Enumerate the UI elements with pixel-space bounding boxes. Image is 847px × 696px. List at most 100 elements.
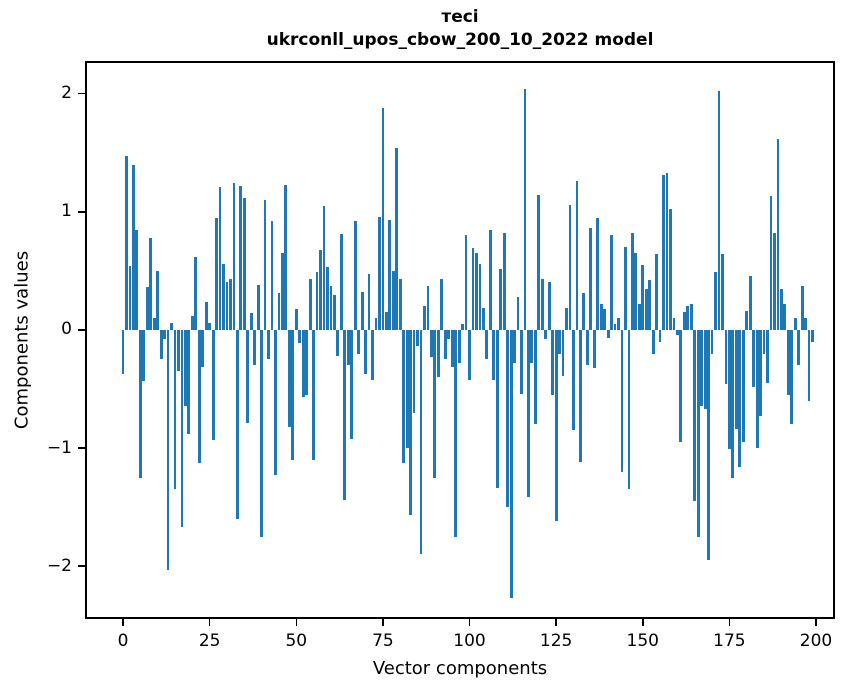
bar	[159, 329, 163, 360]
bar	[769, 196, 773, 330]
bar	[398, 279, 402, 330]
bar	[516, 296, 520, 330]
bar	[180, 329, 184, 528]
bar	[738, 329, 742, 467]
bar	[492, 329, 496, 380]
chart-title-line1: тесі	[441, 7, 479, 27]
bar	[215, 217, 218, 330]
bar	[630, 233, 634, 330]
bar	[232, 183, 236, 330]
bar	[648, 280, 652, 330]
bar	[138, 329, 142, 478]
bar	[800, 286, 804, 330]
bar	[596, 217, 600, 330]
x-tick-label: 125	[539, 631, 573, 651]
y-tick-label: −2	[46, 555, 72, 576]
bar	[384, 312, 388, 330]
bar	[554, 329, 558, 522]
bar	[329, 286, 333, 330]
bar	[163, 329, 166, 340]
bar	[731, 329, 735, 478]
bar	[360, 292, 364, 330]
bar	[454, 329, 458, 537]
bar	[260, 329, 264, 537]
bar	[142, 329, 146, 381]
bar	[357, 329, 361, 354]
bar	[436, 329, 440, 378]
bar	[544, 329, 548, 340]
bar	[610, 235, 613, 330]
bar	[537, 195, 541, 330]
x-tick-label: 0	[117, 631, 129, 651]
bar	[793, 318, 797, 330]
bar	[589, 228, 593, 330]
bar	[457, 329, 461, 364]
bar	[308, 279, 312, 330]
bar	[658, 329, 662, 342]
bar	[762, 329, 766, 354]
bar	[156, 270, 160, 330]
bar	[721, 254, 724, 330]
bar	[533, 329, 537, 425]
bar	[592, 329, 596, 368]
plot-area	[85, 61, 835, 619]
bar	[443, 329, 447, 360]
bar	[565, 307, 568, 330]
bar	[620, 329, 624, 472]
bar	[641, 264, 645, 330]
bar	[246, 329, 250, 424]
bar	[281, 253, 284, 330]
bar	[315, 272, 319, 330]
bar	[807, 329, 811, 401]
x-tick-mark	[642, 619, 644, 626]
y-tick-mark	[78, 329, 85, 331]
bar	[395, 148, 399, 330]
x-tick-mark	[815, 619, 817, 626]
bar	[686, 306, 690, 330]
bar	[468, 329, 471, 380]
bar	[676, 329, 679, 335]
bar	[488, 229, 492, 330]
bar	[326, 267, 329, 330]
bar	[582, 293, 586, 330]
bar	[125, 156, 128, 330]
bar	[679, 329, 683, 443]
bar	[627, 329, 631, 490]
bar	[520, 329, 523, 394]
bar	[242, 197, 246, 330]
y-tick-mark	[78, 447, 85, 449]
bar	[776, 138, 780, 330]
bar	[416, 329, 419, 347]
bar	[727, 329, 731, 450]
chart-title-line2: ukrconll_upos_cbow_200_10_2022 model	[266, 30, 654, 50]
bar	[152, 318, 156, 330]
bar	[572, 329, 575, 431]
bar	[603, 308, 607, 330]
bar	[499, 268, 503, 330]
bar	[509, 329, 513, 599]
bar	[367, 274, 371, 330]
bar	[724, 329, 728, 385]
bar	[599, 303, 603, 330]
bar	[305, 329, 309, 395]
bar	[277, 293, 281, 330]
bar	[239, 185, 243, 330]
bar	[755, 329, 759, 449]
bar	[256, 285, 260, 330]
bar	[197, 329, 201, 464]
bar	[540, 279, 544, 330]
bar	[617, 318, 620, 330]
bar	[513, 329, 516, 364]
bar	[579, 329, 582, 463]
bar	[426, 286, 430, 330]
bar	[211, 329, 215, 440]
x-tick-mark	[468, 619, 471, 626]
bar	[766, 329, 769, 384]
bar	[364, 329, 367, 374]
x-tick-label: 150	[626, 631, 659, 651]
bar	[222, 263, 225, 330]
bar	[790, 329, 794, 425]
y-axis-label: Components values	[11, 250, 33, 430]
bar	[284, 184, 288, 330]
bar	[682, 312, 686, 330]
